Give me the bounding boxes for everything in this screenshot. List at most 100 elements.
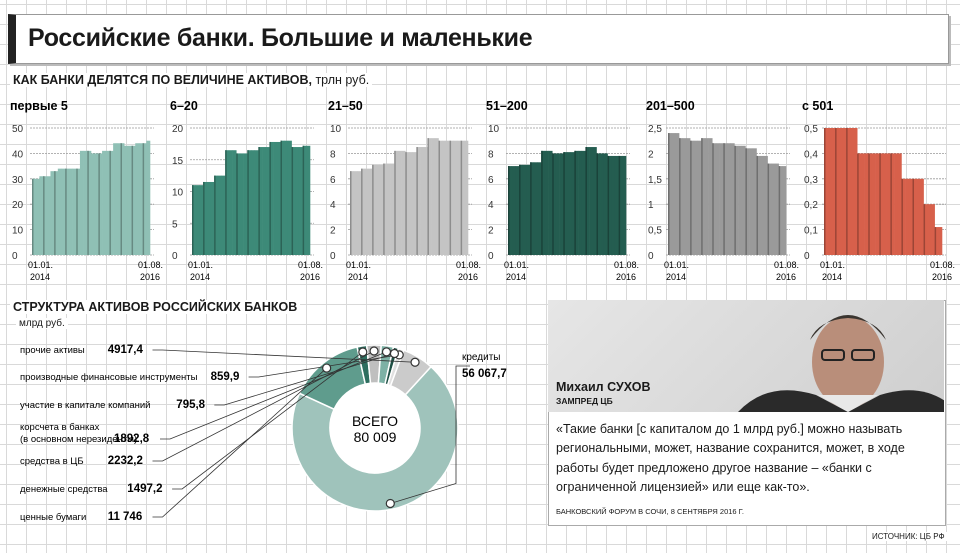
- bar: [771, 163, 776, 255]
- bar-edge: [541, 150, 543, 255]
- panel-title: 21–50: [328, 99, 363, 113]
- x-end-label: 01.08.: [456, 260, 481, 270]
- bar: [32, 178, 36, 255]
- slice-label: средства в ЦБ: [20, 456, 84, 467]
- bar: [589, 147, 594, 255]
- x-end-label: 01.08.: [614, 260, 639, 270]
- bar: [217, 175, 222, 255]
- bar-edge: [778, 166, 781, 255]
- x-end-label: 2016: [458, 272, 478, 282]
- bar-edge: [552, 153, 554, 255]
- bar: [890, 153, 895, 255]
- y-tick-label: 10: [12, 226, 24, 237]
- bar: [383, 163, 388, 255]
- page-title: Российские банки. Большие и маленькие: [28, 24, 533, 52]
- bar-edge: [756, 155, 758, 255]
- y-tick-label: 0: [488, 251, 494, 262]
- bar: [427, 138, 432, 255]
- bar: [449, 140, 454, 255]
- bar-chart-panel: первые 5 0 10 20 30 40 50 01.01. 2014 01.08. 2016: [10, 99, 163, 282]
- bar: [622, 155, 627, 255]
- x-start-label: 2014: [506, 272, 526, 282]
- bar: [618, 155, 623, 255]
- bar-edge: [585, 147, 587, 255]
- y-tick-label: 10: [488, 124, 500, 135]
- leader-dot: [369, 346, 379, 356]
- bar: [269, 141, 274, 255]
- bar: [511, 166, 516, 255]
- structure-unit: млрд руб.: [16, 318, 68, 329]
- bar: [251, 150, 255, 255]
- bar-edge: [258, 147, 260, 255]
- bar: [120, 143, 125, 255]
- bar: [879, 153, 884, 255]
- bar: [306, 145, 311, 255]
- slice-label: ценные бумаги: [20, 512, 86, 523]
- bar: [361, 168, 366, 255]
- bar-edge: [668, 133, 670, 255]
- leader-dot: [410, 357, 420, 367]
- bar: [578, 150, 583, 255]
- bar: [611, 155, 616, 255]
- speaker-portrait-icon: [738, 315, 958, 412]
- bar: [782, 166, 787, 255]
- bar: [756, 155, 761, 255]
- bar: [228, 150, 233, 255]
- bar: [526, 164, 531, 255]
- bar: [515, 166, 520, 255]
- panel-title: с 501: [802, 99, 833, 113]
- title-bar: Российские банки. Большие и маленькие: [8, 14, 949, 64]
- bar: [905, 178, 910, 255]
- bar-edge: [835, 128, 837, 255]
- x-start-label: 01.01.: [504, 260, 529, 270]
- section-unit: трлн руб.: [315, 73, 370, 87]
- bar: [712, 143, 717, 255]
- bar-edge: [236, 153, 238, 255]
- bar: [704, 138, 709, 255]
- bar-edge: [607, 155, 610, 255]
- bar-edge: [302, 145, 305, 255]
- bar-edge: [745, 148, 747, 255]
- bar: [357, 171, 362, 255]
- bar: [262, 147, 267, 255]
- bar: [210, 181, 215, 255]
- bar: [530, 162, 535, 255]
- y-tick-label: 2: [330, 226, 336, 237]
- slice-label: производные финансовые инструменты: [20, 372, 198, 383]
- bar: [353, 171, 358, 255]
- bar-edge: [508, 166, 510, 255]
- panel-title: 201–500: [646, 99, 695, 113]
- slice-label: (в основном нерезиденты): [20, 434, 137, 445]
- bar: [79, 150, 84, 255]
- bar-edge: [934, 227, 937, 255]
- bar: [708, 138, 713, 255]
- bar: [574, 150, 579, 255]
- bar: [596, 153, 601, 255]
- x-end-label: 01.08.: [930, 260, 955, 270]
- bar-edge: [679, 138, 681, 255]
- bar-edge: [901, 178, 903, 255]
- bar: [697, 140, 702, 255]
- bar: [298, 147, 303, 255]
- bar: [394, 150, 399, 255]
- bar: [923, 204, 928, 255]
- bar-chart-panel: 51–200 0 2 4 6 8 10 01.01. 2014 01.08. 2016: [486, 99, 639, 282]
- bar: [232, 150, 237, 255]
- slice-label: корсчета в банках: [20, 422, 100, 433]
- y-tick-label: 1: [648, 200, 654, 211]
- leader-dot: [385, 498, 395, 509]
- bar-edge: [98, 153, 100, 255]
- bar: [871, 153, 876, 255]
- bar: [827, 128, 832, 255]
- bar: [291, 147, 296, 255]
- bar: [116, 143, 121, 255]
- bar: [849, 128, 854, 255]
- y-tick-label: 0,5: [648, 226, 662, 237]
- bar: [135, 143, 140, 255]
- bar: [723, 143, 728, 255]
- bar: [824, 128, 828, 255]
- bar-edge: [449, 140, 452, 255]
- bar: [774, 163, 779, 255]
- y-tick-label: 0,1: [804, 226, 818, 237]
- bar-edge: [291, 147, 294, 255]
